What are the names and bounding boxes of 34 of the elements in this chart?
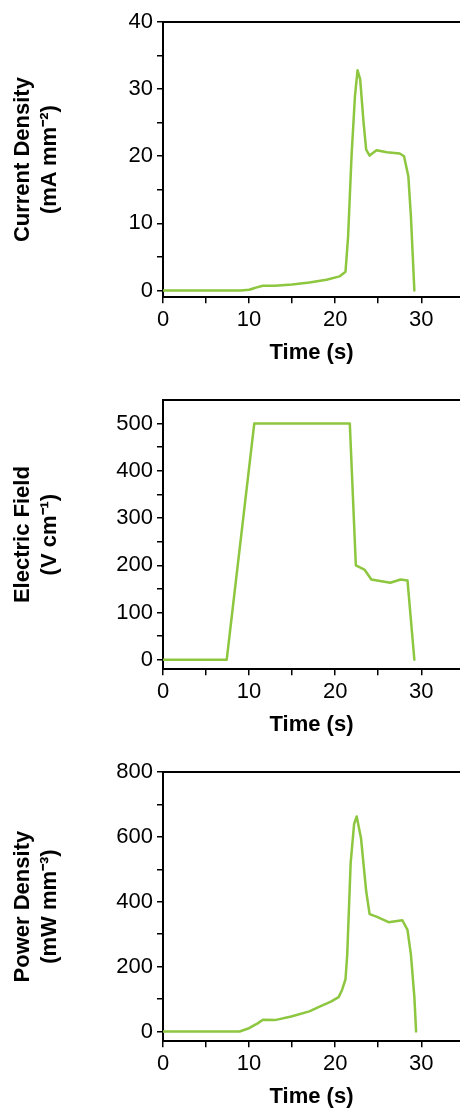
y-tick-label: 10 (128, 209, 153, 235)
x-tick-label: 20 (322, 1050, 348, 1076)
y-tick-label: 0 (140, 276, 153, 302)
y-tick-label: 100 (116, 598, 153, 624)
x-tick-label: 10 (236, 306, 262, 332)
y-tick-label: 600 (116, 822, 153, 848)
x-tick-label: 0 (156, 678, 170, 704)
y-tick-label: 30 (128, 75, 153, 101)
x-axis-title: Time (s) (269, 338, 354, 364)
y-tick-label: 200 (116, 551, 153, 577)
y-axis-title: Electric Field (V cm⁻¹) (9, 466, 61, 604)
y-tick-label: 0 (140, 1017, 153, 1043)
x-tick-label: 0 (156, 306, 170, 332)
y-axis-title: Current Density (mA mm⁻²) (9, 76, 61, 243)
x-tick-label: 0 (156, 1050, 170, 1076)
x-axis-title: Time (s) (269, 1082, 354, 1108)
y-tick-label: 800 (116, 758, 153, 784)
x-tick-label: 30 (409, 678, 434, 704)
y-tick-label: 300 (116, 504, 153, 530)
y-tick-label: 500 (116, 409, 153, 435)
y-tick-label: 20 (128, 142, 153, 168)
x-tick-label: 20 (322, 306, 348, 332)
y-tick-label: 200 (116, 952, 153, 978)
x-tick-label: 30 (409, 1050, 434, 1076)
y-tick-label: 400 (116, 456, 153, 482)
x-axis-title: Time (s) (269, 710, 354, 736)
x-tick-label: 10 (236, 1050, 262, 1076)
y-tick-label: 40 (128, 8, 153, 34)
x-tick-label: 30 (409, 306, 434, 332)
x-tick-label: 10 (236, 678, 262, 704)
y-tick-label: 400 (116, 887, 153, 913)
y-tick-label: 0 (140, 645, 153, 671)
x-tick-label: 20 (322, 678, 348, 704)
y-axis-title: Power Density (mW mm⁻³) (9, 830, 61, 983)
